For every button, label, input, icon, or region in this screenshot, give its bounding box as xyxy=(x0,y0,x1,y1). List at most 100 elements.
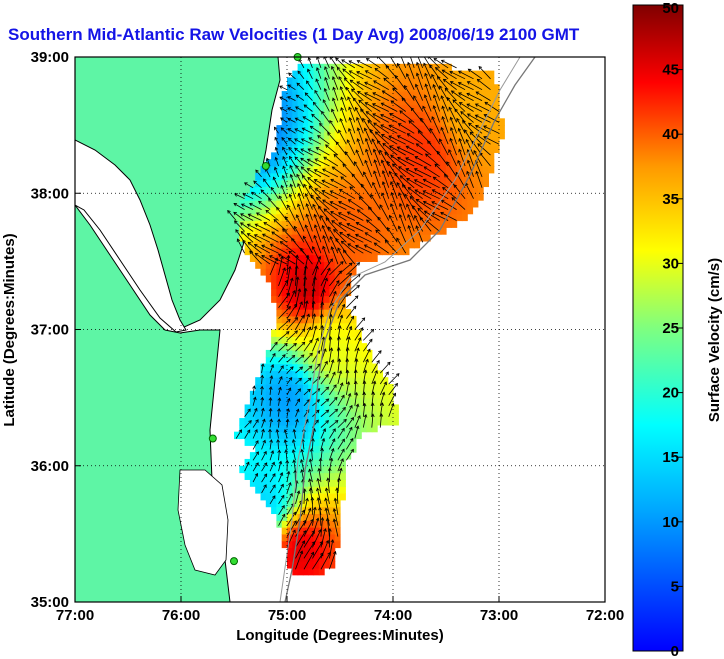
velocity-vector xyxy=(365,70,381,80)
velocity-cell xyxy=(329,363,336,371)
velocity-cell xyxy=(350,166,357,174)
velocity-vector xyxy=(253,180,262,189)
velocity-cell xyxy=(302,370,309,378)
velocity-cell xyxy=(318,418,325,426)
vector-head xyxy=(352,305,357,310)
velocity-cell xyxy=(456,213,463,222)
vector-head xyxy=(240,231,245,235)
velocity-cell xyxy=(334,322,341,331)
velocity-cell xyxy=(371,404,378,412)
velocity-cell xyxy=(244,472,251,480)
vector-head xyxy=(325,420,329,424)
velocity-cell xyxy=(382,240,389,249)
velocity-cell xyxy=(366,104,373,113)
velocity-cell xyxy=(265,411,272,419)
velocity-cell xyxy=(292,220,299,228)
vector-head xyxy=(325,398,330,403)
velocity-cell xyxy=(287,390,293,399)
velocity-vector xyxy=(357,209,373,221)
vector-head xyxy=(329,457,334,462)
velocity-vector xyxy=(354,426,359,439)
velocity-vector xyxy=(362,348,371,363)
velocity-cell xyxy=(340,356,346,365)
velocity-cell xyxy=(308,322,315,331)
velocity-cell xyxy=(477,70,484,79)
vector-head xyxy=(306,313,310,318)
velocity-cell xyxy=(340,309,346,317)
velocity-cell xyxy=(292,200,299,208)
velocity-cell xyxy=(281,533,288,542)
velocity-vector xyxy=(448,107,457,123)
velocity-cell xyxy=(350,145,357,153)
vector-head xyxy=(279,107,284,111)
vector-head xyxy=(286,254,291,259)
vector-head xyxy=(441,116,445,120)
velocity-cell xyxy=(430,111,436,119)
velocity-vector xyxy=(374,242,389,254)
vector-head xyxy=(417,207,422,212)
velocity-vector xyxy=(295,419,298,428)
velocity-cell xyxy=(361,97,368,106)
vector-head xyxy=(307,388,311,393)
velocity-vector xyxy=(289,194,296,210)
velocity-cell xyxy=(249,472,256,480)
velocity-vector xyxy=(320,278,328,297)
vector-head xyxy=(313,234,317,239)
velocity-vector xyxy=(346,262,360,276)
velocity-cell xyxy=(292,567,299,576)
velocity-cell xyxy=(488,138,495,147)
velocity-cell xyxy=(361,138,368,147)
vector-head xyxy=(338,76,342,80)
velocity-cell xyxy=(276,452,283,460)
vector-head xyxy=(303,104,308,108)
velocity-vector xyxy=(375,131,390,145)
velocity-vector xyxy=(330,211,347,221)
velocity-cell xyxy=(265,363,272,371)
velocity-cell xyxy=(371,424,378,433)
velocity-cell xyxy=(292,506,299,515)
velocity-vector xyxy=(312,518,319,537)
velocity-vector xyxy=(340,107,347,123)
velocity-vector xyxy=(366,219,381,232)
vector-head xyxy=(350,315,355,320)
velocity-vector xyxy=(384,152,398,167)
velocity-cell xyxy=(340,349,346,358)
velocity-vector xyxy=(436,151,449,167)
velocity-cell xyxy=(287,118,293,126)
vector-head xyxy=(365,358,369,363)
velocity-cell xyxy=(329,547,336,555)
velocity-cell xyxy=(265,424,272,433)
velocity-cell xyxy=(292,458,299,467)
vector-head xyxy=(284,342,288,347)
velocity-vector xyxy=(269,386,272,395)
velocity-cell xyxy=(302,240,309,249)
vector-head xyxy=(466,113,471,117)
velocity-cell xyxy=(271,370,277,378)
vector-head xyxy=(255,462,259,466)
velocity-cell xyxy=(451,138,458,147)
vector-head xyxy=(476,78,481,83)
velocity-cell xyxy=(292,424,299,433)
velocity-cell xyxy=(334,438,341,446)
velocity-vector xyxy=(423,63,432,79)
velocity-vector xyxy=(440,95,449,112)
velocity-vector xyxy=(261,244,279,254)
vector-head xyxy=(333,396,338,401)
velocity-cell xyxy=(387,220,394,228)
velocity-cell xyxy=(350,247,357,256)
velocity-vector xyxy=(391,192,398,210)
velocity-vector xyxy=(255,169,262,178)
velocity-vector xyxy=(329,539,334,559)
velocity-cell xyxy=(281,445,288,453)
velocity-vector xyxy=(398,226,407,243)
velocity-vector xyxy=(456,118,466,134)
velocity-cell xyxy=(313,104,320,113)
velocity-vector xyxy=(333,154,347,167)
velocity-cell xyxy=(324,472,330,480)
velocity-vector xyxy=(364,232,381,243)
vector-head xyxy=(417,130,422,134)
vector-head xyxy=(314,188,319,192)
velocity-cell xyxy=(461,145,468,153)
velocity-vector xyxy=(320,386,329,396)
velocity-vector xyxy=(346,417,354,428)
